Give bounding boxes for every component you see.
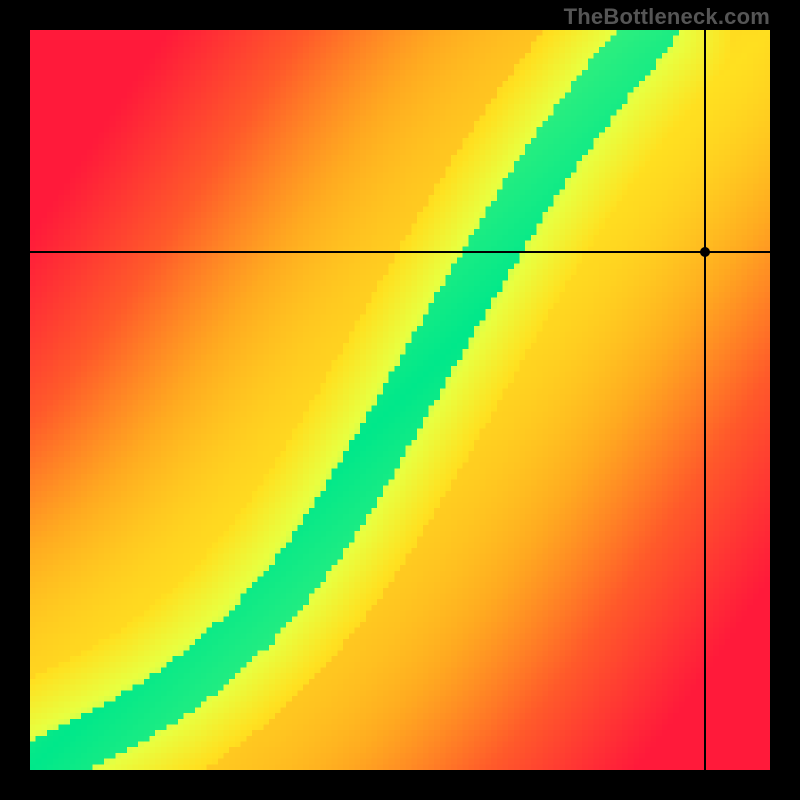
crosshair-vertical [704, 0, 706, 800]
crosshair-marker [700, 247, 710, 257]
chart-root: TheBottleneck.com [0, 0, 800, 800]
plot-area [30, 30, 770, 770]
crosshair-horizontal [0, 251, 800, 253]
watermark-text: TheBottleneck.com [564, 4, 770, 30]
heatmap-canvas [30, 30, 770, 770]
